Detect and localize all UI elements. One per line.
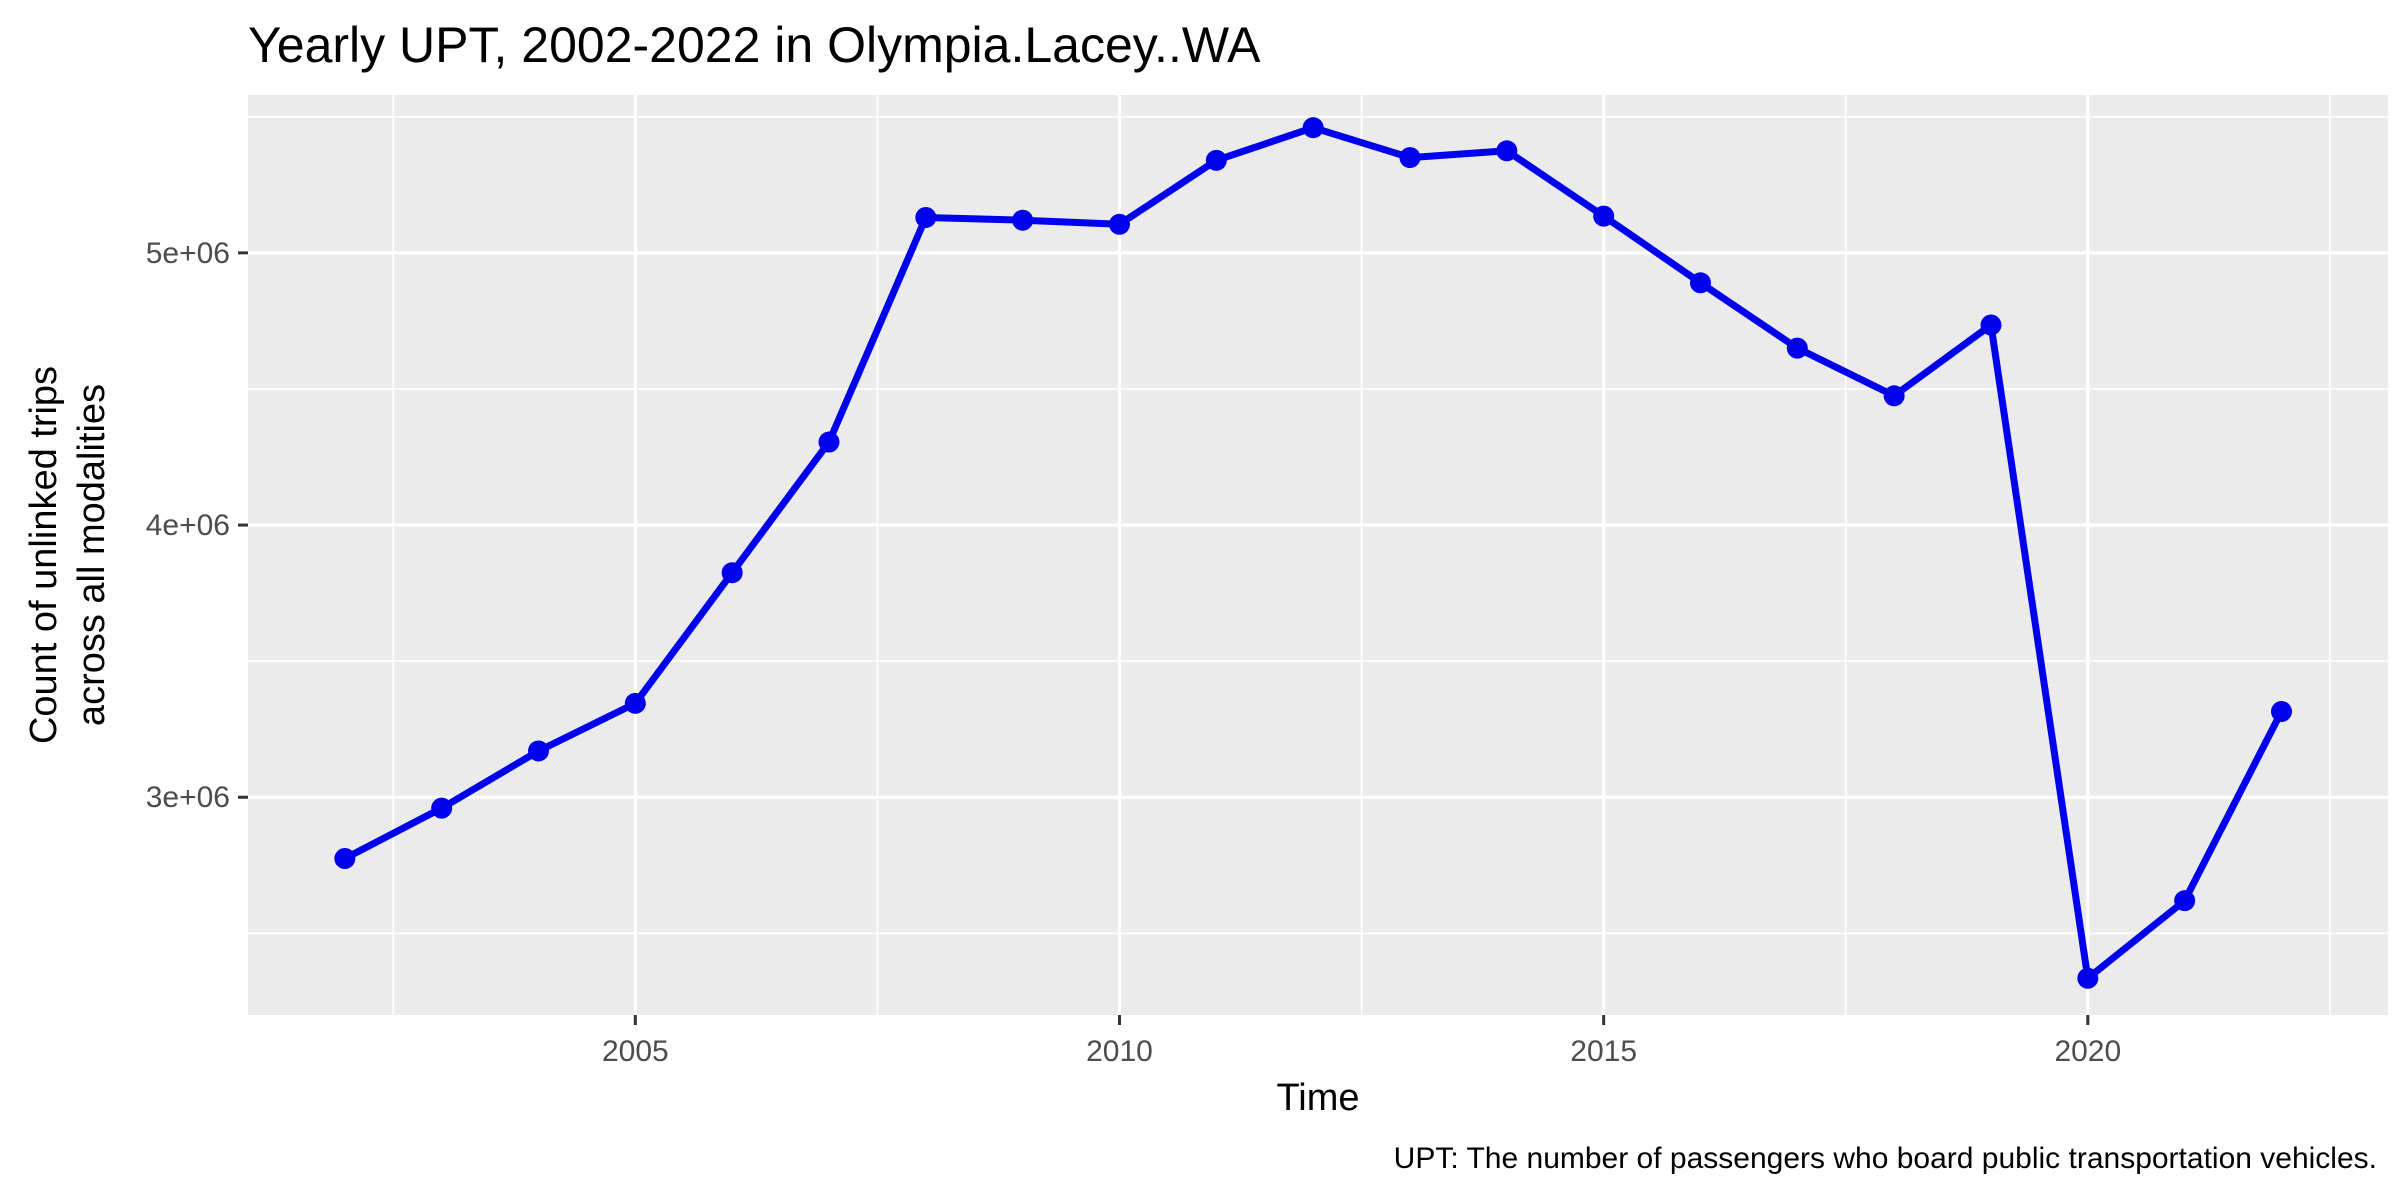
data-point xyxy=(818,431,840,453)
x-axis: 2005 2010 2015 2020 xyxy=(602,1015,2121,1068)
data-point xyxy=(1593,205,1615,227)
x-tick-label: 2015 xyxy=(1570,1035,1637,1068)
data-point xyxy=(2174,890,2196,912)
data-point xyxy=(1302,117,1324,139)
data-point xyxy=(1689,272,1711,294)
y-tick-label: 5e+06 xyxy=(146,237,230,270)
data-point xyxy=(915,206,937,228)
data-point xyxy=(431,797,453,819)
data-point xyxy=(1205,149,1227,171)
minor-gridlines xyxy=(248,95,2388,1015)
x-tick-label: 2005 xyxy=(602,1035,669,1068)
data-point xyxy=(1399,147,1421,169)
data-point xyxy=(527,740,549,762)
data-point xyxy=(1108,213,1130,235)
data-point xyxy=(624,692,646,714)
data-point xyxy=(721,562,743,584)
data-point xyxy=(1883,385,1905,407)
y-axis: 3e+06 4e+06 5e+06 xyxy=(146,237,248,814)
major-gridlines xyxy=(248,95,2388,1015)
y-axis-title-line-2: across all modalities xyxy=(71,384,113,726)
data-point xyxy=(1980,314,2002,336)
data-point xyxy=(1786,337,1808,359)
data-point xyxy=(1496,140,1518,162)
y-tick-label: 4e+06 xyxy=(146,509,230,542)
chart-caption: UPT: The number of passengers who board … xyxy=(1394,1142,2377,1175)
series-layer xyxy=(334,117,2292,989)
data-point xyxy=(334,847,356,869)
data-point xyxy=(2077,967,2099,989)
y-axis-title-line-1: Count of unlinked trips xyxy=(23,366,65,744)
x-tick-label: 2020 xyxy=(2054,1035,2121,1068)
plot-panel xyxy=(248,95,2388,1015)
data-point xyxy=(1012,209,1034,231)
y-tick-label: 3e+06 xyxy=(146,781,230,814)
chart-title: Yearly UPT, 2002-2022 in Olympia.Lacey..… xyxy=(248,17,1261,73)
x-axis-title: Time xyxy=(1276,1077,1359,1119)
data-point xyxy=(2270,701,2292,723)
x-tick-label: 2010 xyxy=(1086,1035,1153,1068)
